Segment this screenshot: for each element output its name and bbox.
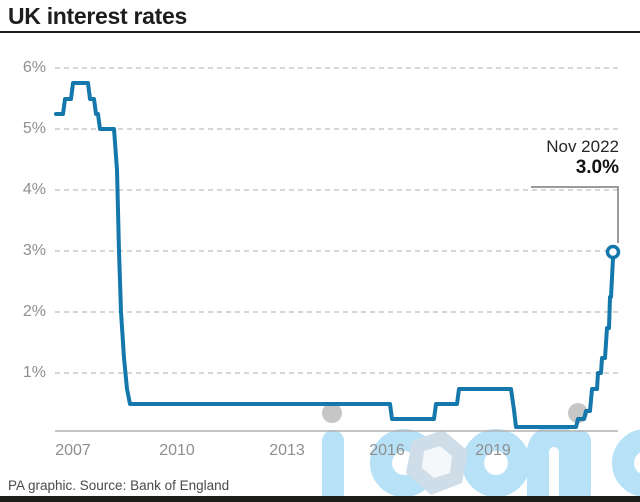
y-tick-6pct: 6% xyxy=(22,59,46,76)
annotation-value: 3.0% xyxy=(575,157,619,178)
annotation-leader-line xyxy=(531,186,619,243)
x-tick-2007: 2007 xyxy=(55,442,91,459)
y-tick-2pct: 2% xyxy=(22,303,46,320)
y-tick-3pct: 3% xyxy=(22,242,46,259)
x-tick-2010: 2010 xyxy=(159,442,195,459)
x-tick-2019: 2019 xyxy=(475,442,511,459)
bottom-bar xyxy=(0,496,640,502)
endpoint-marker xyxy=(605,244,621,260)
title-rule xyxy=(0,31,640,33)
annotation-date: Nov 2022 xyxy=(546,137,619,156)
gridlines xyxy=(55,67,618,374)
rate-line xyxy=(54,81,615,429)
y-tick-5pct: 5% xyxy=(22,120,46,137)
latest-value-annotation: Nov 2022 3.0% xyxy=(546,137,619,179)
x-tick-2016: 2016 xyxy=(369,442,405,459)
source-credit: PA graphic. Source: Bank of England xyxy=(8,478,230,493)
y-tick-1pct: 1% xyxy=(22,364,46,381)
y-tick-4pct: 4% xyxy=(22,181,46,198)
page-title: UK interest rates xyxy=(8,3,187,29)
x-tick-2013: 2013 xyxy=(269,442,305,459)
